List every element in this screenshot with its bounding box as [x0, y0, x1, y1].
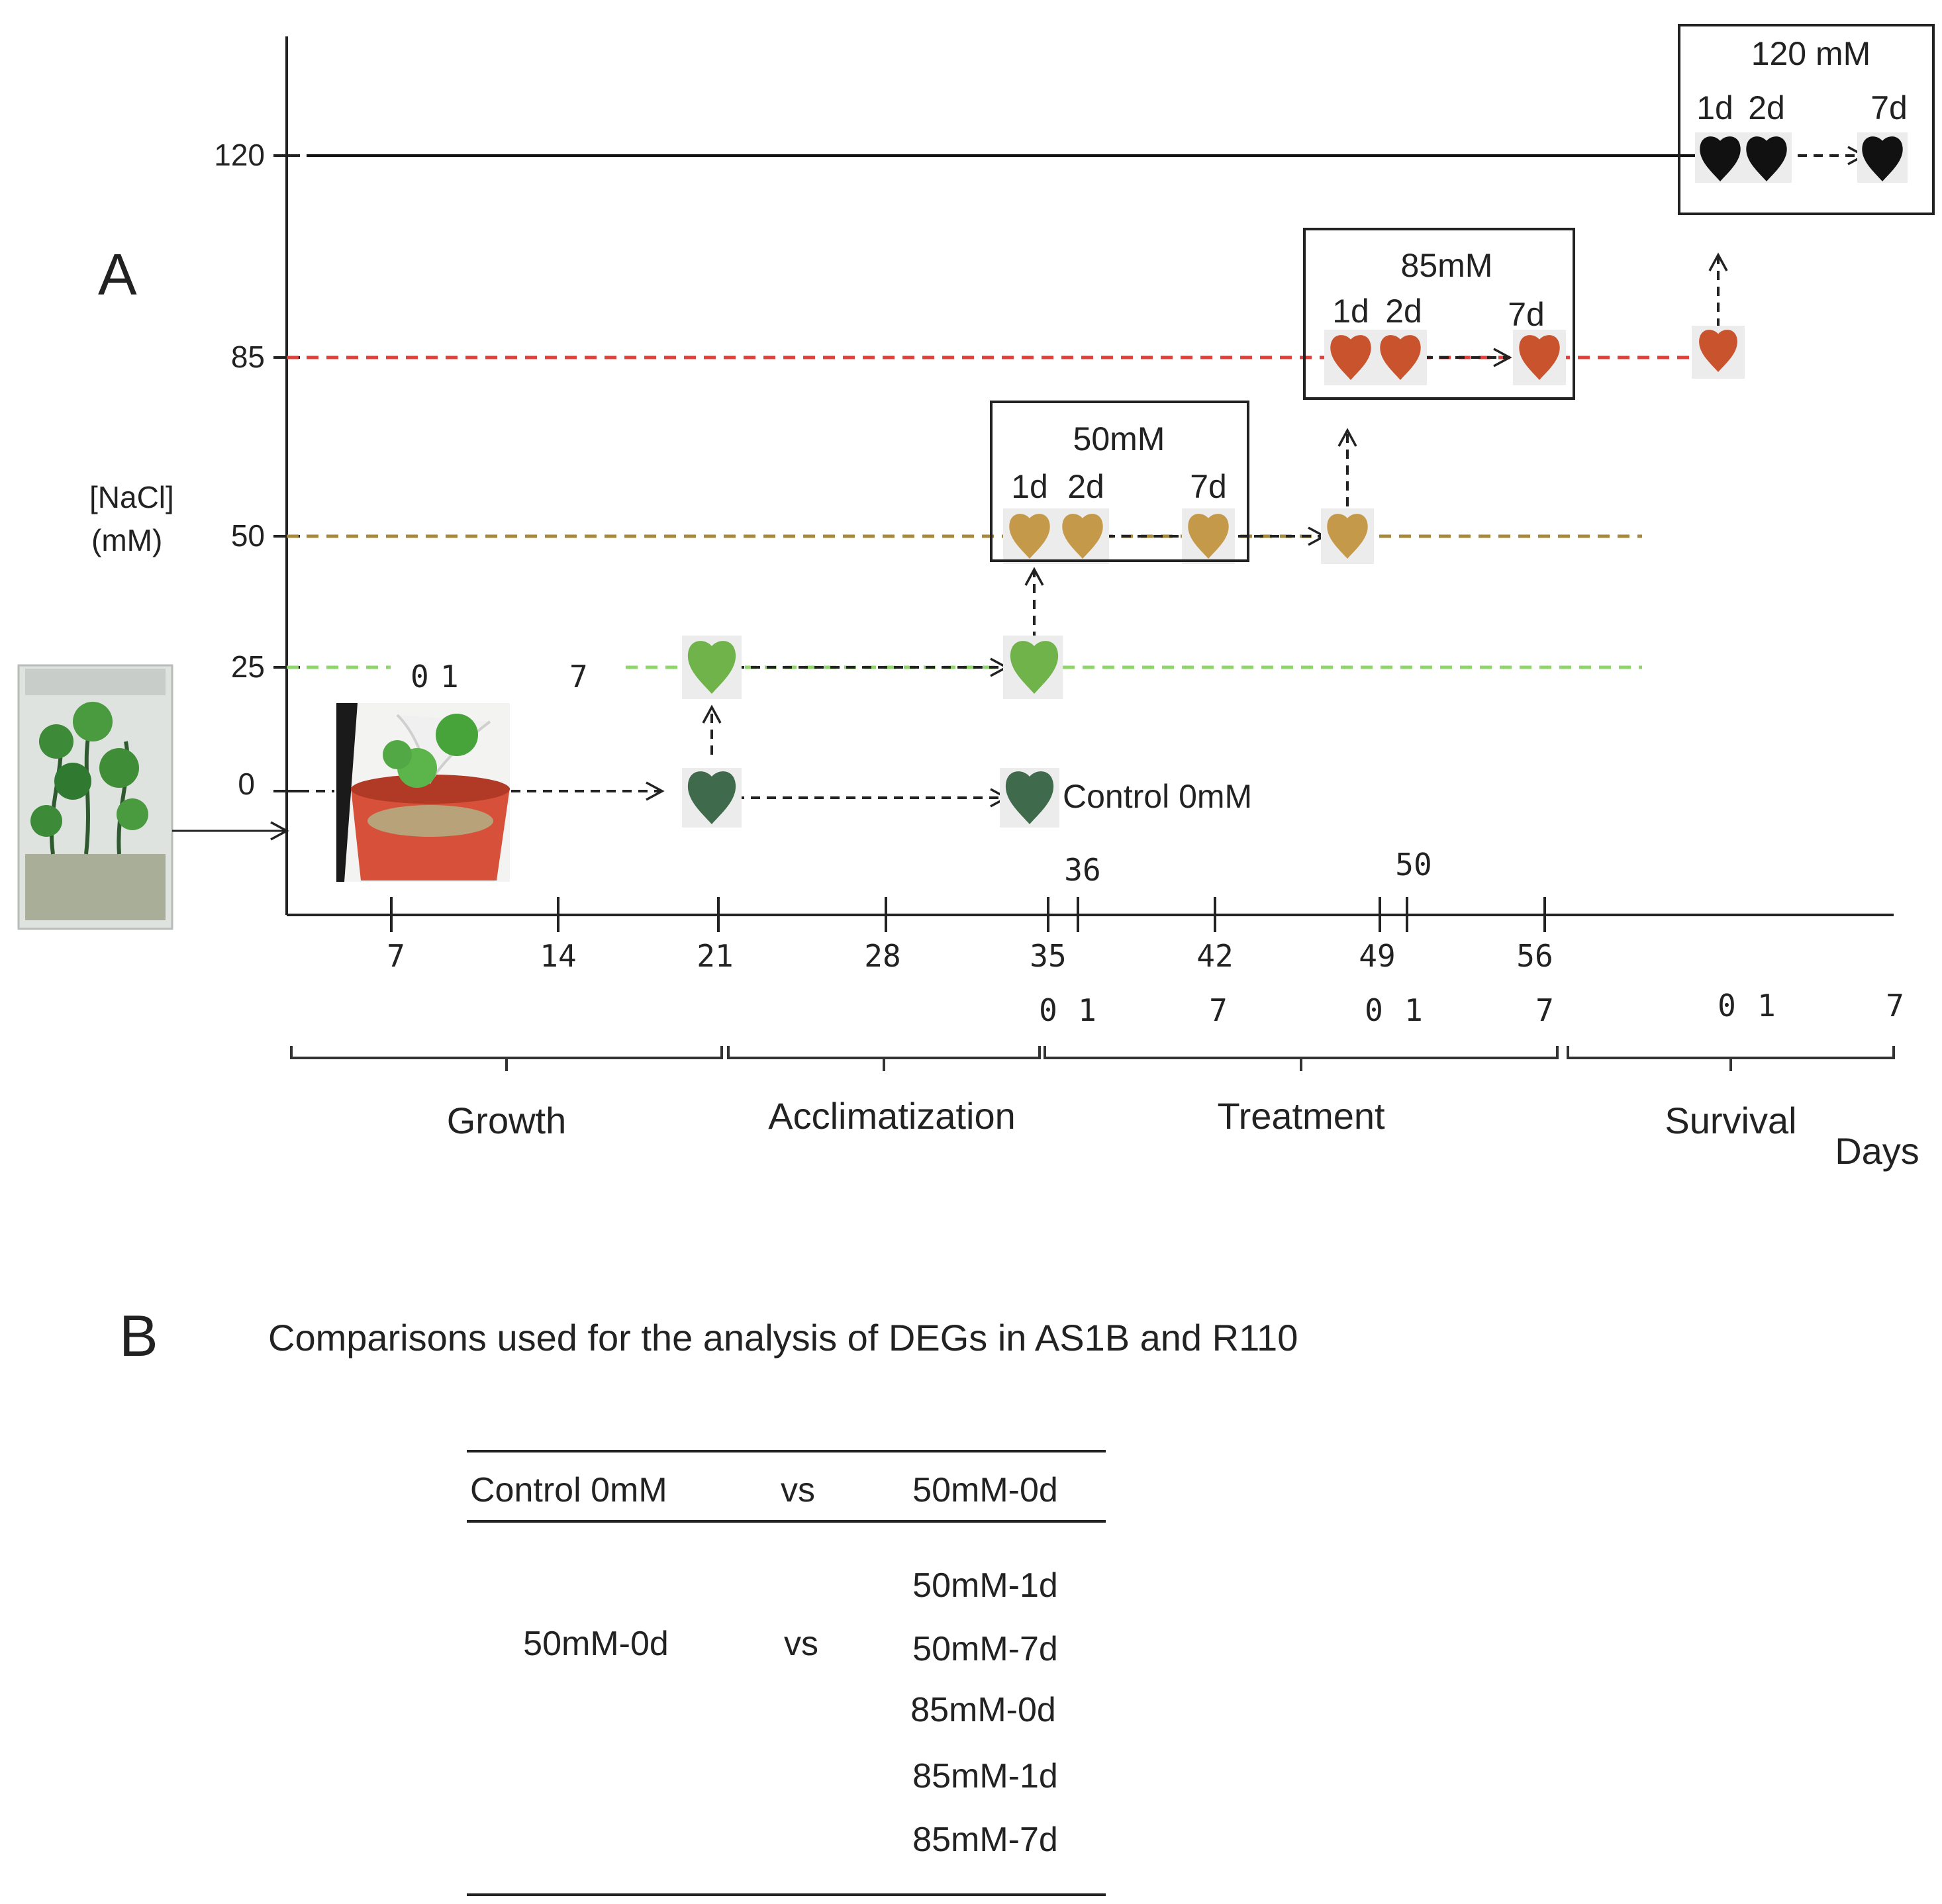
phase-acclimatization: Acclimatization	[768, 1095, 1015, 1137]
table-group-right-3: 85mM-0d	[910, 1691, 1056, 1729]
table-header-right: 50mM-0d	[912, 1471, 1058, 1509]
box-50mm-2d: 2d	[1067, 468, 1104, 505]
table-header-left: Control 0mM	[470, 1471, 667, 1509]
leaf-50mm-1d	[1003, 508, 1056, 564]
treat-day-1a: 1	[1078, 992, 1096, 1028]
treat-day-7a: 7	[1209, 992, 1228, 1028]
phase-brackets	[290, 1046, 1895, 1071]
box-120mm-2d: 2d	[1748, 89, 1785, 126]
leaf-120mm-2d	[1741, 132, 1792, 183]
x-ticks	[390, 897, 1546, 932]
growth-day-1: 1	[440, 659, 459, 694]
box-85mm	[1303, 228, 1575, 400]
leaf-85mm-survival	[1692, 326, 1745, 379]
leaf-85mm-7d	[1513, 330, 1566, 385]
leaf-120mm-7d	[1857, 132, 1908, 183]
box-85mm-2d: 2d	[1385, 293, 1422, 330]
y-axis-label-line2: (mM)	[91, 523, 162, 557]
treat-day-1b: 1	[1404, 992, 1423, 1028]
phase-treatment: Treatment	[1217, 1095, 1385, 1137]
x-tick-label-7: 7	[387, 938, 405, 974]
box-120mm-title: 120 mM	[1751, 35, 1871, 72]
phase-survival: Survival	[1665, 1100, 1796, 1141]
survival-day-7: 7	[1886, 988, 1904, 1023]
box-50mm-title: 50mM	[1073, 420, 1165, 457]
y-tick-label-0: 0	[238, 767, 255, 801]
x-tick-label-28: 28	[864, 938, 900, 974]
treat-day-0a: 0	[1039, 992, 1057, 1028]
leaf-control-35	[1000, 768, 1059, 828]
box-120mm	[1678, 24, 1935, 215]
leaf-25mm-21	[682, 636, 742, 699]
table-group-left: 50mM-0d	[523, 1625, 669, 1663]
survival-day-0: 0	[1718, 988, 1736, 1023]
table-group-right-5: 85mM-7d	[912, 1821, 1058, 1859]
leaf-50mm-49	[1321, 508, 1374, 564]
leaf-control-21	[682, 768, 742, 828]
y-tick-label-50: 50	[231, 518, 265, 553]
pot-photo	[336, 703, 510, 882]
x-tick-label-56: 56	[1516, 938, 1553, 974]
x-unit-days: Days	[1835, 1130, 1919, 1172]
box-50mm-7d: 7d	[1190, 468, 1227, 505]
treat-day-0b: 0	[1365, 992, 1383, 1028]
leaf-25mm-35	[1003, 636, 1063, 699]
box-50mm	[990, 401, 1249, 562]
table-group-vs: vs	[784, 1625, 818, 1663]
table-group-right-1: 50mM-1d	[912, 1566, 1058, 1605]
y-tick-label-25: 25	[231, 649, 265, 684]
table-group-right-4: 85mM-1d	[912, 1757, 1058, 1795]
panel-a-letter: A	[98, 242, 137, 307]
box-50mm-1d: 1d	[1011, 468, 1048, 505]
y-tick-label-120: 120	[214, 138, 265, 172]
flask-photo	[17, 664, 173, 930]
control-label: Control 0mM	[1063, 778, 1252, 815]
y-tick-label-85: 85	[231, 340, 265, 374]
leaf-50mm-2d	[1056, 508, 1109, 564]
phase-growth: Growth	[447, 1100, 567, 1141]
flow-arrows	[300, 146, 1867, 808]
table-group-right-2: 50mM-7d	[912, 1630, 1058, 1668]
x-tick-label-42: 42	[1196, 938, 1233, 974]
box-120mm-1d: 1d	[1696, 89, 1733, 126]
x-tick-label-14: 14	[540, 938, 576, 974]
treat-day-7b: 7	[1535, 992, 1554, 1028]
box-120mm-7d: 7d	[1870, 89, 1908, 126]
leaf-50mm-7d	[1182, 508, 1235, 564]
y-axis-label-line1: [NaCl]	[89, 480, 174, 514]
x-upper-tick-50: 50	[1395, 847, 1432, 882]
growth-day-7: 7	[569, 659, 588, 694]
x-tick-label-49: 49	[1359, 938, 1395, 974]
growth-day-0: 0	[411, 659, 429, 694]
leaf-120mm-1d	[1695, 132, 1745, 183]
box-85mm-1d: 1d	[1332, 293, 1369, 330]
leaf-85mm-1d	[1324, 330, 1377, 385]
x-tick-label-21: 21	[697, 938, 733, 974]
panel-b-title: Comparisons used for the analysis of DEG…	[268, 1317, 1298, 1358]
table-header-vs: vs	[781, 1471, 815, 1509]
box-85mm-7d: 7d	[1508, 296, 1545, 333]
leaf-85mm-2d	[1374, 330, 1427, 385]
x-upper-tick-36: 36	[1064, 852, 1100, 888]
box-85mm-title: 85mM	[1401, 247, 1493, 284]
x-tick-label-35: 35	[1030, 938, 1066, 974]
panel-b-letter: B	[119, 1303, 158, 1368]
survival-day-1: 1	[1757, 988, 1776, 1023]
